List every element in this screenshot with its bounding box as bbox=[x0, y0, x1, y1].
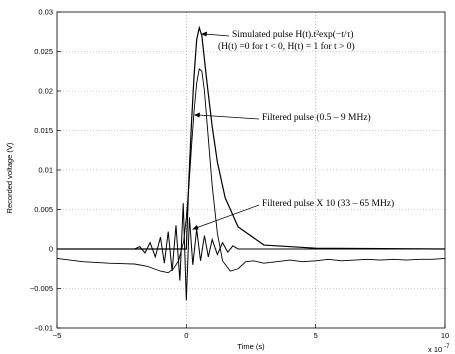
arrow-filtered-head bbox=[194, 112, 200, 118]
series-group bbox=[56, 25, 446, 301]
x-tick-label-3: 10 bbox=[441, 331, 449, 340]
x-axis-label: Time (s) bbox=[237, 342, 265, 351]
y-tick-label-3: 0.005 bbox=[34, 205, 53, 214]
arrow-filtered bbox=[197, 114, 260, 120]
x-tick-label-2: 5 bbox=[314, 331, 318, 340]
arrow-simulated-head bbox=[201, 31, 207, 37]
x-tick-label-0: −5 bbox=[53, 331, 62, 340]
arrow-simulated bbox=[204, 33, 230, 37]
annotation-filtered-x10: Filtered pulse X 10 (33 – 65 MHz) bbox=[262, 198, 394, 209]
x-multiplier-exponent: -7 bbox=[444, 344, 450, 350]
y-tick-label-0: −0.01 bbox=[34, 324, 53, 333]
ticks: −5 0 5 10 −0.01 −0.005 0 0.005 0.01 0.015 0.02 0.02… bbox=[30, 8, 449, 341]
x-multiplier-base: x 10 bbox=[428, 345, 442, 354]
annotation-filtered: Filtered pulse (0.5 – 9 MHz) bbox=[262, 112, 371, 123]
annotation-simulated-line2: (H(t) =0 for t < 0, H(t) = 1 for t > 0) bbox=[218, 41, 355, 52]
x-tick-label-1: 0 bbox=[184, 331, 188, 340]
arrow-filtered-x10 bbox=[195, 204, 260, 229]
y-tick-label-8: 0.03 bbox=[38, 8, 53, 17]
y-tick-label-1: −0.005 bbox=[30, 284, 53, 293]
y-tick-label-7: 0.025 bbox=[34, 47, 53, 56]
arrow-filtered-x10-head bbox=[192, 225, 199, 230]
series-simulated bbox=[57, 25, 446, 250]
annotation-arrows bbox=[192, 31, 260, 230]
y-tick-label-5: 0.015 bbox=[34, 126, 53, 135]
x-multiplier: x 10 -7 bbox=[428, 344, 450, 354]
y-tick-label-4: 0.01 bbox=[38, 166, 53, 175]
y-axis-label: Recorded voltage (V) bbox=[5, 142, 14, 213]
y-tick-label-6: 0.02 bbox=[38, 87, 53, 96]
series-filtered_x10 bbox=[57, 203, 445, 301]
y-tick-label-2: 0 bbox=[49, 245, 53, 254]
annotation-simulated-line1: Simulated pulse H(t).t²exp(−t/τ) bbox=[232, 29, 354, 40]
